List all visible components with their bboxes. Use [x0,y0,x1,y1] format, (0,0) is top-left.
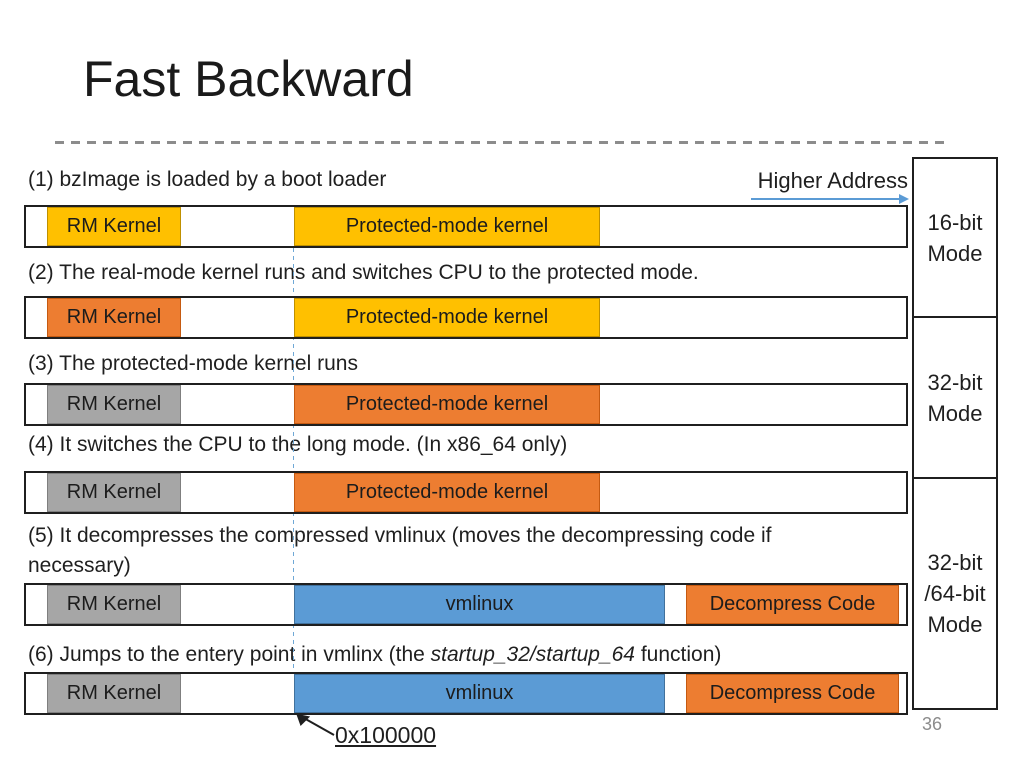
step-6-text: (6) Jumps to the entery point in vmlinx … [28,640,721,670]
segment-rm-kernel: RM Kernel [47,385,181,424]
segment-label: Protected-mode kernel [345,393,549,415]
segment-vmlinux: vmlinux [294,585,665,624]
step-1-text: (1) bzImage is loaded by a boot loader [28,168,387,191]
mode-box-32bit: 32-bit Mode [912,316,998,479]
segment-decompress-code: Decompress Code [686,585,899,624]
segment-label: RM Kernel [66,306,162,328]
segment-label: vmlinux [445,682,514,704]
step-4-text: (4) It switches the CPU to the long mode… [28,433,568,456]
segment-label: RM Kernel [66,393,162,415]
segment-label: vmlinux [445,593,514,615]
page-number: 36 [922,714,943,734]
segment-protected-mode-kernel: Protected-mode kernel [294,473,600,512]
segment-rm-kernel: RM Kernel [47,473,181,512]
entry-point-arrow-icon [296,713,335,736]
step-2-text: (2) The real-mode kernel runs and switch… [28,261,699,284]
higher-address-label: Higher Address [757,168,908,193]
segment-rm-kernel: RM Kernel [47,298,181,337]
slide-title: Fast Backward [83,51,414,107]
title-dashed-divider [55,141,947,144]
memory-bar-4: RM Kernel Protected-mode kernel [24,471,908,514]
segment-label: Protected-mode kernel [345,215,549,237]
segment-rm-kernel: RM Kernel [47,585,181,624]
address-0x100000-dashed-guide-line [293,248,294,674]
segment-rm-kernel: RM Kernel [47,207,181,246]
step-3-text: (3) The protected-mode kernel runs [28,352,358,375]
memory-bar-6: RM Kernel vmlinux Decompress Code [24,672,908,715]
mode-box-16bit: 16-bit Mode [912,157,998,318]
segment-label: Decompress Code [709,682,876,704]
step-5-text: (5) It decompresses the compressed vmlin… [28,524,772,577]
cpu-mode-column: 16-bit Mode 32-bit Mode 32-bit /64-bit M… [912,157,998,710]
segment-rm-kernel: RM Kernel [47,674,181,713]
step-6-suffix: function) [634,643,722,666]
segment-label: Decompress Code [709,593,876,615]
segment-vmlinux: vmlinux [294,674,665,713]
memory-bar-2: RM Kernel Protected-mode kernel [24,296,908,339]
memory-bar-3: RM Kernel Protected-mode kernel [24,383,908,426]
segment-protected-mode-kernel: Protected-mode kernel [294,385,600,424]
step-6-function-names: startup_32/startup_64 [430,643,635,666]
memory-bar-5: RM Kernel vmlinux Decompress Code [24,583,908,626]
memory-bar-1: RM Kernel Protected-mode kernel [24,205,908,248]
segment-label: RM Kernel [66,593,162,615]
higher-address-arrow-icon [751,194,909,204]
segment-label: RM Kernel [66,682,162,704]
segment-protected-mode-kernel: Protected-mode kernel [294,207,600,246]
entry-address-label: 0x100000 [335,722,437,748]
segment-label: RM Kernel [66,481,162,503]
segment-label: Protected-mode kernel [345,481,549,503]
segment-label: RM Kernel [66,215,162,237]
mode-box-32-64bit: 32-bit /64-bit Mode [912,477,998,710]
segment-protected-mode-kernel: Protected-mode kernel [294,298,600,337]
segment-label: Protected-mode kernel [345,306,549,328]
step-6-prefix: (6) Jumps to the entery point in vmlinx … [28,643,431,666]
segment-decompress-code: Decompress Code [686,674,899,713]
